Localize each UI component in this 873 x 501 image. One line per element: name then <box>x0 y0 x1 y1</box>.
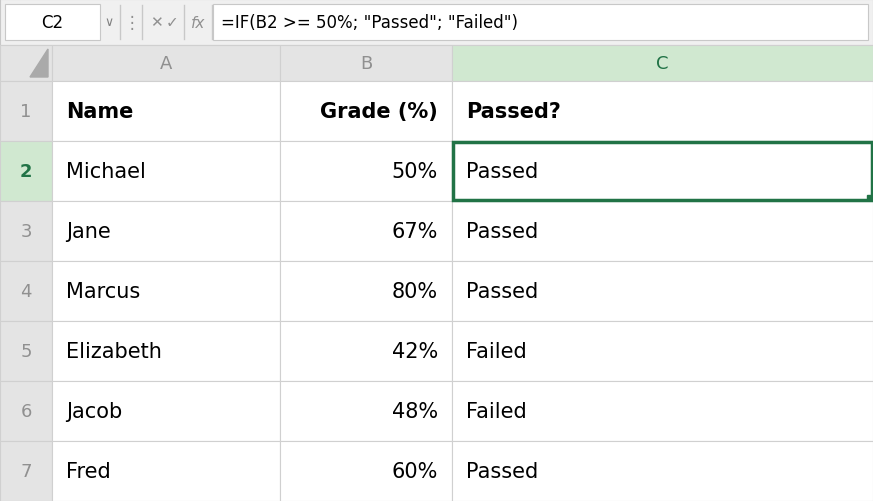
Polygon shape <box>30 50 48 78</box>
Bar <box>867 195 872 200</box>
Text: 7: 7 <box>20 462 31 480</box>
Text: Failed: Failed <box>466 401 526 421</box>
Bar <box>213 5 868 41</box>
Bar <box>52 321 280 381</box>
Bar <box>52 262 280 321</box>
Bar <box>453 143 872 200</box>
Bar <box>452 381 873 441</box>
Text: 5: 5 <box>20 342 31 360</box>
Bar <box>0 46 52 82</box>
Bar <box>452 82 873 142</box>
Bar <box>452 441 873 501</box>
Text: 2: 2 <box>20 163 32 181</box>
Text: C2: C2 <box>41 14 64 32</box>
Bar <box>452 321 873 381</box>
Bar <box>52 82 280 142</box>
Bar <box>280 82 452 142</box>
Text: Failed: Failed <box>466 341 526 361</box>
Bar <box>0 201 52 262</box>
Bar <box>452 142 873 201</box>
Text: Michael: Michael <box>66 162 146 182</box>
Text: ∨: ∨ <box>105 17 113 30</box>
Bar <box>280 46 452 82</box>
Text: fx: fx <box>191 16 205 31</box>
Text: 80%: 80% <box>392 282 438 302</box>
Bar <box>452 46 873 82</box>
Text: Name: Name <box>66 102 134 122</box>
Text: Jane: Jane <box>66 221 111 241</box>
Text: C: C <box>656 55 669 73</box>
Bar <box>452 201 873 262</box>
Bar <box>0 381 52 441</box>
Bar <box>0 262 52 321</box>
Bar <box>280 321 452 381</box>
Bar <box>280 381 452 441</box>
Bar <box>280 441 452 501</box>
Text: =IF(B2 >= 50%; "Passed"; "Failed"): =IF(B2 >= 50%; "Passed"; "Failed") <box>221 14 518 32</box>
Bar <box>0 0 873 46</box>
Text: ✕: ✕ <box>149 16 162 31</box>
Text: Passed: Passed <box>466 221 539 241</box>
Bar <box>5 5 100 41</box>
Text: 42%: 42% <box>392 341 438 361</box>
Text: 50%: 50% <box>392 162 438 182</box>
Text: 3: 3 <box>20 222 31 240</box>
Bar <box>0 82 52 142</box>
Bar <box>280 201 452 262</box>
Text: ⋮: ⋮ <box>124 14 141 32</box>
Text: Marcus: Marcus <box>66 282 141 302</box>
Text: 67%: 67% <box>392 221 438 241</box>
Text: B: B <box>360 55 372 73</box>
Bar <box>52 46 280 82</box>
Bar <box>0 321 52 381</box>
Text: 48%: 48% <box>392 401 438 421</box>
Bar <box>52 441 280 501</box>
Text: 60%: 60% <box>392 461 438 481</box>
Text: Jacob: Jacob <box>66 401 122 421</box>
Text: 6: 6 <box>20 402 31 420</box>
Bar <box>52 201 280 262</box>
Bar <box>0 142 52 201</box>
Text: 1: 1 <box>20 103 31 121</box>
Bar <box>52 381 280 441</box>
Text: Elizabeth: Elizabeth <box>66 341 162 361</box>
Text: Passed: Passed <box>466 282 539 302</box>
Text: Passed: Passed <box>466 461 539 481</box>
Bar <box>280 142 452 201</box>
Bar <box>0 441 52 501</box>
Text: Fred: Fred <box>66 461 111 481</box>
Text: A: A <box>160 55 172 73</box>
Text: 4: 4 <box>20 283 31 301</box>
Text: Passed: Passed <box>466 162 539 182</box>
Bar <box>280 262 452 321</box>
Text: Grade (%): Grade (%) <box>320 102 438 122</box>
Bar <box>52 142 280 201</box>
Bar <box>452 262 873 321</box>
Text: Passed?: Passed? <box>466 102 560 122</box>
Text: ✓: ✓ <box>166 16 178 31</box>
